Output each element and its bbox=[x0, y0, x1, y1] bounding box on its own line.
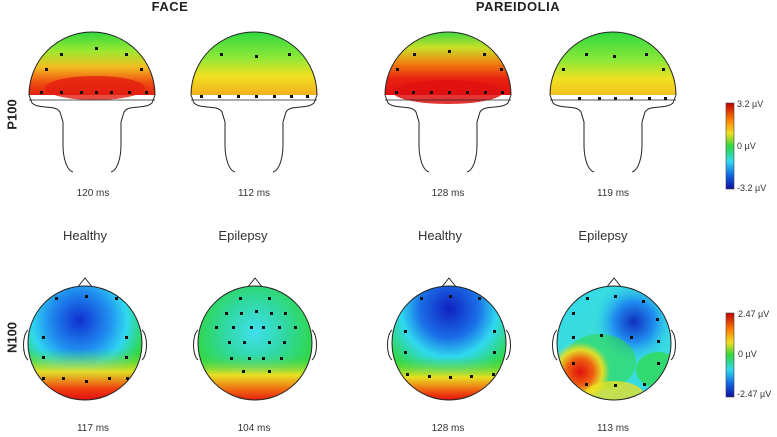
n100-colorbar bbox=[725, 312, 735, 398]
group-label-healthy: Healthy bbox=[417, 228, 463, 243]
n100-colorbar-max: 2.47 µV bbox=[738, 309, 770, 319]
p100-colorbar bbox=[725, 102, 735, 190]
p100-latency: 119 ms bbox=[596, 188, 630, 199]
n100-latency: 117 ms bbox=[76, 423, 110, 434]
p100-colorbar-mid: 0 µV bbox=[737, 141, 756, 151]
p100-latency: 112 ms bbox=[237, 188, 271, 199]
n100-latency: 104 ms bbox=[237, 423, 271, 434]
p100-face-healthy-map bbox=[28, 31, 156, 173]
p100-latency: 128 ms bbox=[431, 188, 465, 199]
p100-latency: 120 ms bbox=[76, 188, 110, 199]
condition-title-face: FACE bbox=[151, 0, 189, 14]
p100-colorbar-max: 3.2 µV bbox=[737, 99, 764, 109]
condition-title-pareidolia: PAREIDOLIA bbox=[475, 0, 561, 14]
group-label-epilepsy: Epilepsy bbox=[218, 228, 268, 243]
row-label-n100: N100 bbox=[4, 321, 20, 354]
n100-latency: 128 ms bbox=[431, 423, 465, 434]
n100-electrodes bbox=[42, 295, 660, 387]
n100-face-epilepsy-map bbox=[193, 277, 317, 401]
p100-electrodes bbox=[40, 47, 667, 100]
n100-colorbar-mid: 0 µV bbox=[738, 349, 757, 359]
group-label-epilepsy: Epilepsy bbox=[578, 228, 628, 243]
n100-pareidolia-healthy-map bbox=[387, 277, 511, 401]
row-label-p100: P100 bbox=[4, 99, 20, 130]
n100-latency: 113 ms bbox=[596, 423, 630, 434]
p100-colorbar-min: -3.2 µV bbox=[737, 183, 767, 193]
p100-pareidolia-epilepsy-map bbox=[549, 31, 677, 173]
n100-colorbar-min: -2.47 µV bbox=[737, 389, 772, 399]
p100-face-epilepsy-map bbox=[190, 31, 318, 173]
group-label-healthy: Healthy bbox=[62, 228, 108, 243]
